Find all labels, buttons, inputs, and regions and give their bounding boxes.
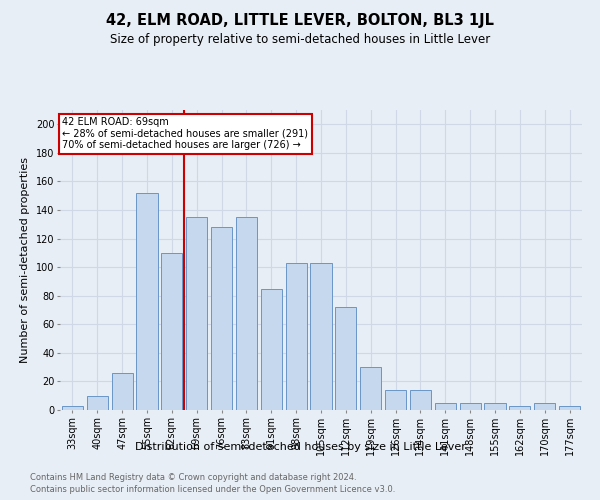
Bar [286, 263, 307, 410]
Bar [161, 253, 182, 410]
Text: Distribution of semi-detached houses by size in Little Lever: Distribution of semi-detached houses by … [134, 442, 466, 452]
Bar [186, 217, 207, 410]
Bar [236, 217, 257, 410]
Bar [335, 307, 356, 410]
Text: Size of property relative to semi-detached houses in Little Lever: Size of property relative to semi-detach… [110, 32, 490, 46]
Bar [62, 406, 83, 410]
Bar [87, 396, 108, 410]
Text: Contains HM Land Registry data © Crown copyright and database right 2024.: Contains HM Land Registry data © Crown c… [30, 472, 356, 482]
Text: 42, ELM ROAD, LITTLE LEVER, BOLTON, BL3 1JL: 42, ELM ROAD, LITTLE LEVER, BOLTON, BL3 … [106, 12, 494, 28]
Bar [112, 373, 133, 410]
Bar [385, 390, 406, 410]
Bar [559, 406, 580, 410]
Bar [484, 403, 506, 410]
Y-axis label: Number of semi-detached properties: Number of semi-detached properties [20, 157, 31, 363]
Bar [136, 193, 158, 410]
Text: Contains public sector information licensed under the Open Government Licence v3: Contains public sector information licen… [30, 485, 395, 494]
Bar [410, 390, 431, 410]
Bar [435, 403, 456, 410]
Bar [261, 288, 282, 410]
Bar [509, 406, 530, 410]
Bar [310, 263, 332, 410]
Text: 42 ELM ROAD: 69sqm
← 28% of semi-detached houses are smaller (291)
70% of semi-d: 42 ELM ROAD: 69sqm ← 28% of semi-detache… [62, 117, 308, 150]
Bar [360, 367, 381, 410]
Bar [534, 403, 555, 410]
Bar [460, 403, 481, 410]
Bar [211, 227, 232, 410]
